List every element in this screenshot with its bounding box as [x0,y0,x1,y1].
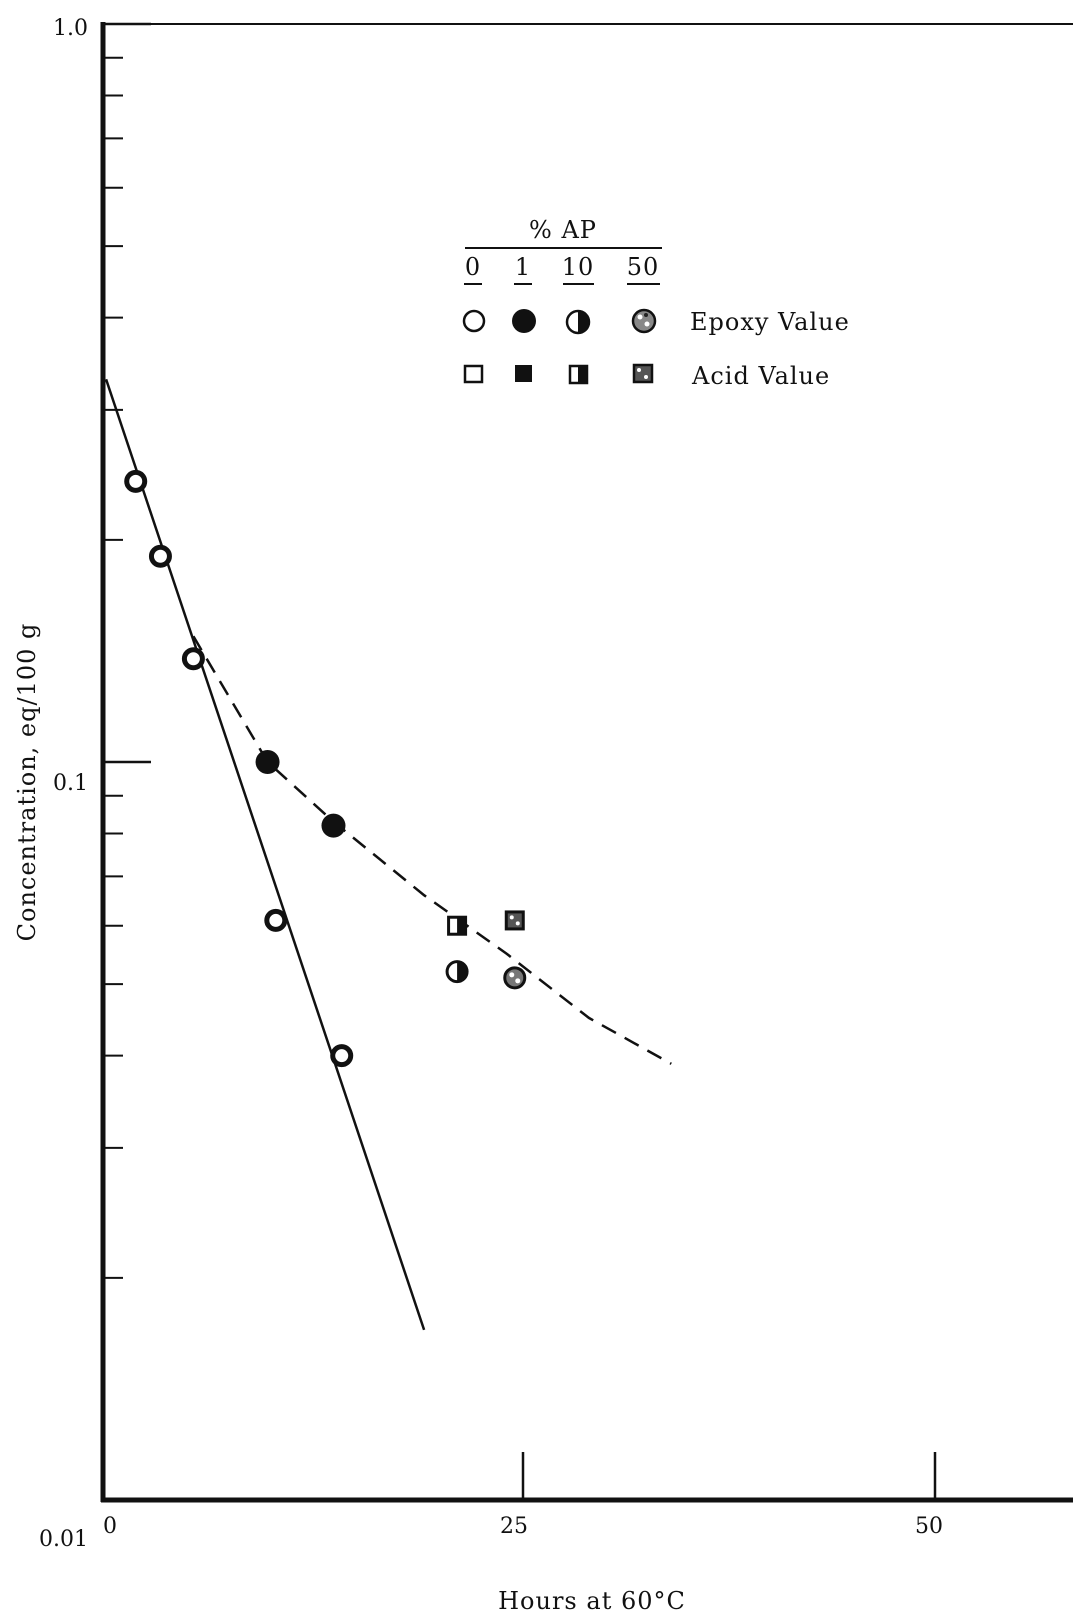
epoxy-point-open [330,1044,354,1068]
acid-point-half [447,915,468,936]
legend-header: % AP [529,216,597,244]
y-tick-label: 0.1 [53,771,88,796]
axes [100,22,1073,1503]
epoxy-point-open [264,908,288,932]
epoxy-point-filled [255,750,280,774]
legend-marker-epoxy-50 [631,308,657,334]
legend-column-3: 50 [627,253,660,281]
fit-line-solid [104,378,426,1331]
x-tick-labels: 0 25 50 [103,1514,943,1539]
legend-column-0: 0 [465,253,481,281]
legend: % AP 0 1 10 50 Epoxy Value [462,216,850,390]
x-axis-label: Hours at 60°C [498,1587,686,1615]
legend-row-epoxy: Epoxy Value [690,308,850,336]
fit-lines [104,378,672,1331]
acid-point-speckled [504,910,525,931]
y-tick-label: 1.0 [53,16,88,41]
x-tick-label: 50 [915,1514,943,1539]
epoxy-point-open [181,647,205,671]
legend-row-acid: Acid Value [691,362,830,390]
y-tick-labels: 1.0 0.1 0.01 [39,16,88,1552]
epoxy-point-speckled [503,966,527,990]
legend-marker-epoxy-0 [462,309,486,333]
x-tick-label: 0 [103,1514,117,1539]
data-points [124,469,527,1068]
legend-marker-acid-50 [632,363,654,384]
legend-marker-acid-10 [568,364,589,385]
legend-column-1: 1 [515,253,531,281]
epoxy-point-half [445,960,469,984]
y-axis-label: Concentration, eq/100 g [13,623,41,942]
epoxy-point-open [148,544,172,568]
fit-line-dashed [192,635,672,1065]
epoxy-point-open [124,469,148,493]
legend-marker-epoxy-10 [565,309,591,335]
y-tick-label: 0.01 [39,1527,88,1552]
epoxy-point-filled [321,813,346,838]
legend-marker-acid-1 [515,365,532,382]
legend-marker-acid-0 [463,364,484,384]
legend-marker-epoxy-1 [512,309,536,333]
legend-column-2: 10 [562,253,595,281]
x-tick-label: 25 [500,1514,528,1539]
